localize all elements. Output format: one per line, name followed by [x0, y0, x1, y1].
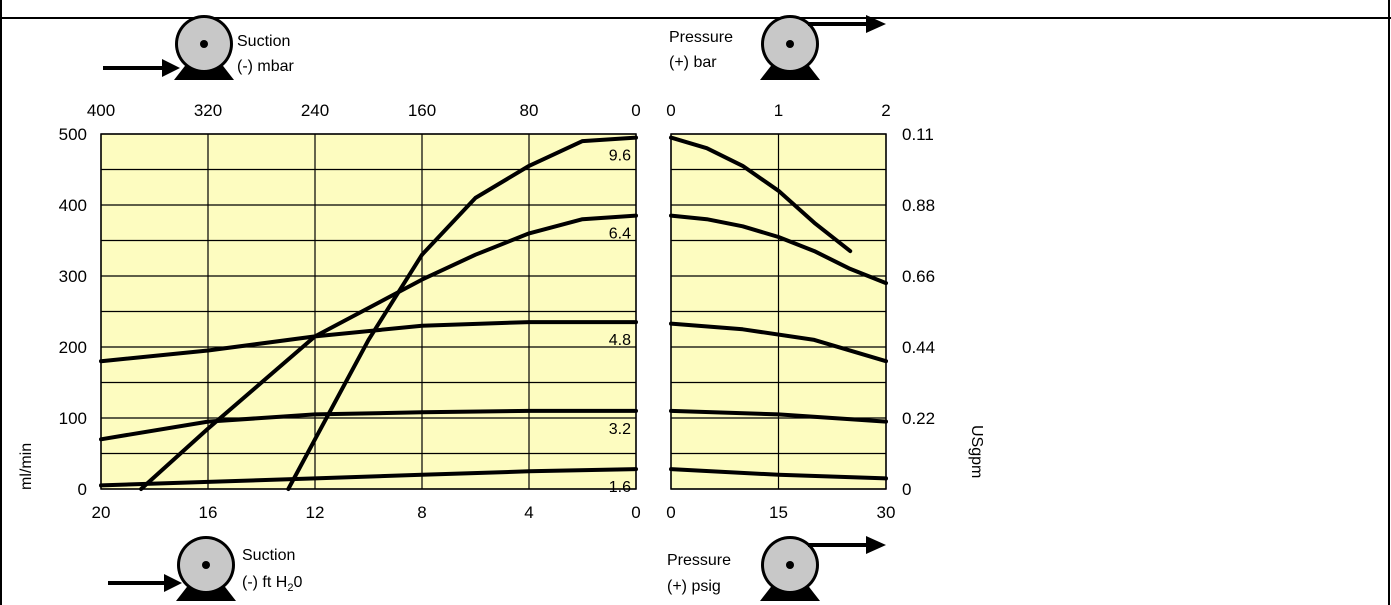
- series-line-3.2: [99, 408, 638, 442]
- pressure-top-header: Pressure (+) bar: [669, 15, 886, 80]
- x-top-tick-label: 2: [881, 101, 890, 120]
- y-right-tick-label: 0.11: [902, 125, 934, 144]
- x-bottom-tick-label: 0: [666, 503, 675, 522]
- pressure-top-title: Pressure: [669, 29, 733, 46]
- y-right-tick-label: 0: [902, 480, 911, 499]
- series-label: 9.6: [609, 148, 631, 165]
- series-line-6.4: [669, 213, 888, 286]
- series-line-1.6: [669, 467, 888, 481]
- arrow-right-icon: [164, 574, 182, 592]
- suction-bottom-unit: (-) ft H20: [242, 574, 302, 594]
- x-bottom-tick-label: 12: [306, 503, 325, 522]
- y-tick-label: 400: [59, 196, 87, 215]
- series-line-6.4: [139, 213, 638, 491]
- suction-top-unit: (-) mbar: [237, 58, 295, 75]
- series-label: 6.4: [609, 226, 631, 243]
- suction-top-title: Suction: [237, 33, 290, 50]
- x-bottom-tick-label: 15: [769, 503, 788, 522]
- series-label: 4.8: [609, 332, 631, 349]
- x-bottom-tick-label: 0: [631, 503, 640, 522]
- y-tick-label: 500: [59, 125, 87, 144]
- x-top-tick-label: 80: [520, 101, 539, 120]
- x-bottom-tick-label: 30: [877, 503, 896, 522]
- series-line-9.6: [286, 135, 638, 491]
- y-right-tick-label: 0.66: [902, 267, 935, 286]
- pressure-top-unit: (+) bar: [669, 54, 717, 71]
- left-axis-label: ml/min: [18, 443, 35, 490]
- series-line-9.6: [669, 135, 853, 254]
- pressure-chart: 0 15 30 0 1 2 0 0.22 0.44 0.66 0.88 0.11: [666, 101, 935, 522]
- series-label: 1.6: [609, 479, 631, 496]
- x-bottom-tick-label: 4: [524, 503, 533, 522]
- x-bottom-tick-label: 8: [417, 503, 426, 522]
- series-line-1.6: [99, 467, 638, 488]
- pump-icon: [176, 536, 236, 601]
- y-right-tick-label: 0.88: [902, 196, 935, 215]
- right-axis-label: USgpm: [968, 425, 985, 478]
- y-right-tick-label: 0.22: [902, 409, 935, 428]
- y-tick-label: 200: [59, 338, 87, 357]
- suction-top-header: Suction (-) mbar: [103, 15, 295, 80]
- arrow-right-icon: [866, 15, 886, 33]
- y-right-tick-label: 0.44: [902, 338, 935, 357]
- x-top-tick-label: 160: [408, 101, 436, 120]
- x-top-tick-label: 240: [301, 101, 329, 120]
- arrow-right-icon: [866, 536, 886, 554]
- x-top-tick-label: 0: [631, 101, 640, 120]
- y-tick-label: 100: [59, 409, 87, 428]
- x-bottom-tick-label: 16: [199, 503, 218, 522]
- x-top-tick-label: 1: [774, 101, 783, 120]
- arrow-right-icon: [162, 59, 180, 77]
- series-line-4.8: [99, 320, 638, 364]
- x-bottom-tick-label: 20: [92, 503, 111, 522]
- y-tick-label: 0: [78, 480, 87, 499]
- pressure-bottom-header: Pressure (+) psig: [667, 536, 886, 601]
- series-line-3.2: [669, 408, 888, 424]
- x-top-tick-label: 320: [194, 101, 222, 120]
- suction-bottom-header: Suction (-) ft H20: [108, 536, 302, 601]
- series-label: 3.2: [609, 421, 631, 438]
- x-top-tick-label: 400: [87, 101, 115, 120]
- pump-icon: [174, 15, 234, 80]
- series-line-4.8: [669, 321, 888, 364]
- suction-bottom-title: Suction: [242, 547, 295, 564]
- pressure-bottom-title: Pressure: [667, 552, 731, 569]
- pressure-bottom-unit: (+) psig: [667, 578, 721, 595]
- x-top-tick-label: 0: [666, 101, 675, 120]
- y-tick-label: 300: [59, 267, 87, 286]
